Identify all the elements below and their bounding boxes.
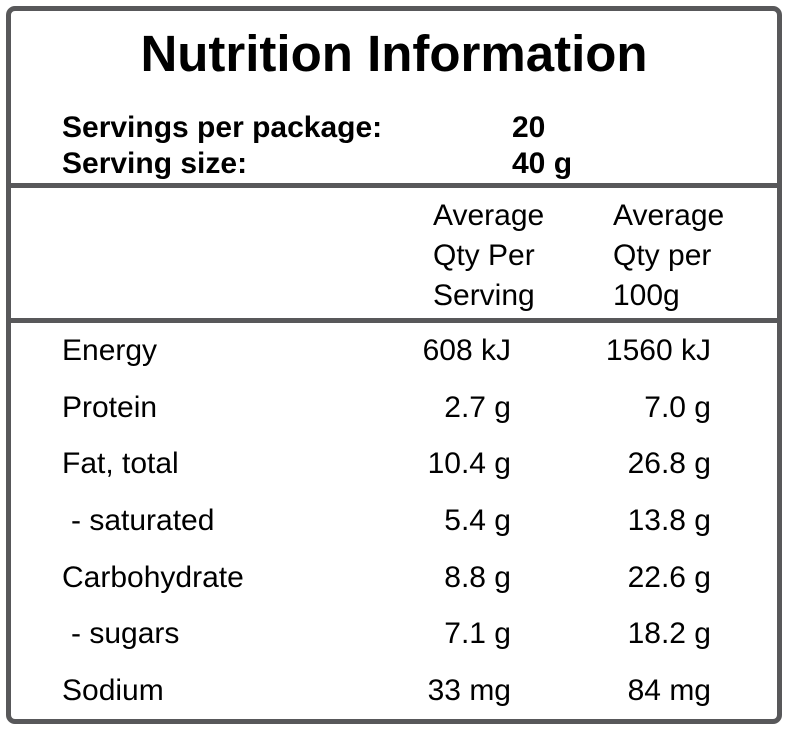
serving-size-label: Serving size: [62,147,248,180]
per-serving-value: 2.7 g [444,390,511,424]
per-100g-value: 84 mg [627,673,711,707]
table-row-carbohydrate: Carbohydrate 8.8 g 22.6 g [11,549,777,606]
servings-per-package-row: Servings per package: 20 [62,110,777,146]
per-100g-value: 26.8 g [627,447,711,481]
per-100g-value: 18.2 g [627,617,711,651]
nutrient-label: Protein [62,390,158,424]
nutrient-label: Sodium [62,673,164,707]
column-header-per-100g: Average Qty per 100g [613,199,725,312]
per-serving-value: 10.4 g [427,447,511,481]
per-serving-value: 33 mg [427,673,511,707]
column-header-per-serving: Average Qty Per Serving [433,199,545,312]
serving-size-value: 40 g [512,147,573,180]
nutrient-label: Fat, total [62,447,179,481]
per-serving-value: 8.8 g [444,560,511,594]
per-100g-value: 13.8 g [627,504,711,538]
per-100g-value: 7.0 g [644,390,711,424]
serving-size-row: Serving size: 40 g [62,146,777,182]
table-row-saturated-fat: - saturated 5.4 g 13.8 g [11,493,777,550]
label-header-section: Nutrition Information Servings per packa… [11,11,777,183]
per-serving-value: 608 kJ [422,334,511,368]
per-100g-value: 22.6 g [627,560,711,594]
table-row-sodium: Sodium 33 mg 84 mg [11,662,777,719]
nutrient-label: Carbohydrate [62,560,244,594]
nutrient-label: Energy [62,334,158,368]
nutrition-label-panel: Nutrition Information Servings per packa… [6,6,782,724]
horizontal-rule-top [11,183,777,188]
per-100g-value: 1560 kJ [605,334,711,368]
servings-per-package-label: Servings per package: [62,111,383,144]
table-row-sugars: - sugars 7.1 g 18.2 g [11,606,777,663]
table-row-protein: Protein 2.7 g 7.0 g [11,380,777,437]
table-row-energy: Energy 608 kJ 1560 kJ [11,323,777,380]
column-header-section: Average Qty Per Serving Average Qty per … [11,188,777,318]
nutrient-table: Energy 608 kJ 1560 kJ Protein 2.7 g 7.0 … [11,323,777,719]
nutrient-label: - saturated [71,504,215,538]
per-serving-value: 7.1 g [444,617,511,651]
servings-per-package-value: 20 [512,111,546,144]
serving-info-block: Servings per package: 20 Serving size: 4… [11,110,777,182]
page-title: Nutrition Information [140,25,648,82]
horizontal-rule-bottom [11,318,777,323]
per-serving-value: 5.4 g [444,504,511,538]
nutrient-label: - sugars [71,617,180,651]
table-row-fat-total: Fat, total 10.4 g 26.8 g [11,436,777,493]
